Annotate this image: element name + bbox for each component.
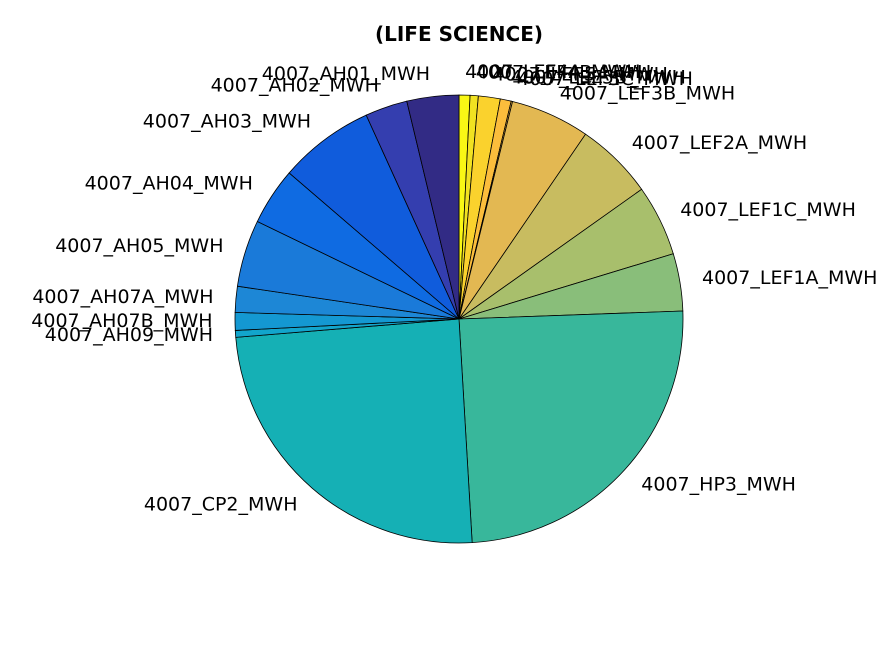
slice-label: 4007_AH03_MWH bbox=[143, 110, 311, 132]
slice-label: 4007_LEF1A_MWH bbox=[702, 267, 877, 289]
slice-label: 4007_LEF3B_MWH bbox=[560, 83, 735, 105]
slice-label: 4007_AH05_MWH bbox=[55, 235, 223, 257]
pie-slice bbox=[458, 310, 684, 544]
slice-label: 4007_LEF4B_MWH bbox=[476, 62, 651, 84]
pie-labels: 4007_LEF4A_MWH4007_LEF4B_MWH4007_LEF5A_M… bbox=[31, 61, 877, 515]
slice-label: 4007_AH07A_MWH bbox=[32, 286, 213, 308]
slice-label: 4007_LEF1C_MWH bbox=[680, 199, 856, 221]
slice-label: 4007_AH02_MWH bbox=[211, 75, 379, 97]
slice-label: 4007_LEF3C_MWH bbox=[517, 68, 693, 90]
pie-slice bbox=[235, 318, 473, 544]
slice-label: 4007_LEF5B_MWH bbox=[511, 67, 686, 89]
slice-label: 4007_LEF2A_MWH bbox=[632, 132, 807, 154]
slice-label: 4007_HP3_MWH bbox=[641, 473, 796, 495]
slice-label: 4007_AH09_MWH bbox=[45, 324, 213, 346]
slice-label: 4007_LEF5A_MWH bbox=[493, 63, 668, 85]
chart-title: (LIFE SCIENCE) bbox=[375, 22, 543, 46]
slice-label: 4007_AH07B_MWH bbox=[31, 310, 212, 332]
slice-label: 4007_CP2_MWH bbox=[144, 494, 298, 516]
slice-label: 4007_LEF4A_MWH bbox=[465, 61, 640, 83]
pie-slices bbox=[234, 94, 684, 544]
slice-label: 4007_AH01_MWH bbox=[262, 63, 430, 85]
pie-slice bbox=[406, 94, 460, 320]
slice-label: 4007_AH04_MWH bbox=[85, 172, 253, 194]
